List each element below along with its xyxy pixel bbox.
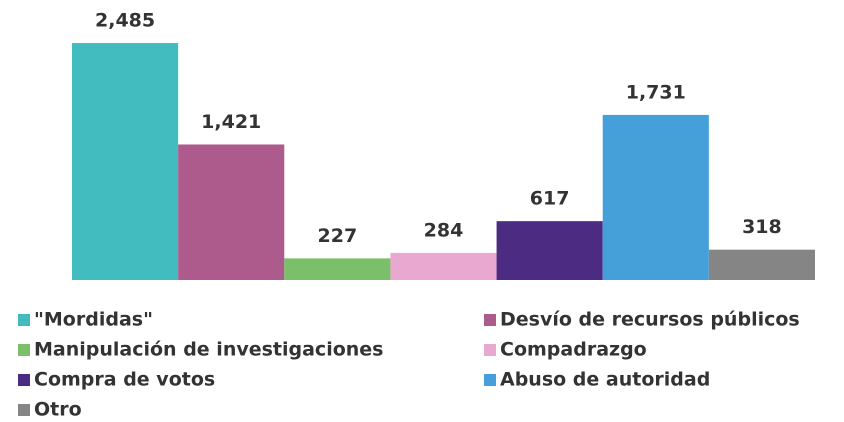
legend-label: Desvío de recursos públicos [500, 309, 800, 331]
value-label: 318 [742, 216, 782, 238]
legend-label: Compra de votos [34, 369, 215, 391]
bar [602, 114, 709, 280]
bar [708, 249, 815, 280]
bar [284, 258, 391, 280]
legend-swatch [18, 374, 30, 386]
legend-swatch [18, 344, 30, 356]
value-label: 284 [424, 219, 464, 241]
bar [496, 221, 603, 280]
legend-label: Abuso de autoridad [500, 369, 710, 391]
legend-swatch [484, 344, 496, 356]
value-label: 2,485 [95, 10, 155, 32]
legend-label: "Mordidas" [34, 309, 153, 331]
legend-label: Otro [34, 399, 82, 421]
legend-swatch [18, 404, 30, 416]
bar [178, 144, 285, 280]
value-label: 617 [530, 188, 570, 210]
value-label: 1,421 [201, 111, 261, 133]
legend-swatch [18, 314, 30, 326]
value-label: 1,731 [626, 81, 686, 103]
value-label: 227 [318, 225, 358, 247]
legend-label: Compadrazgo [500, 339, 647, 361]
legend-label: Manipulación de investigaciones [34, 339, 384, 361]
legend-swatch [484, 314, 496, 326]
bar [390, 252, 497, 280]
legend-swatch [484, 374, 496, 386]
bar [72, 43, 179, 280]
